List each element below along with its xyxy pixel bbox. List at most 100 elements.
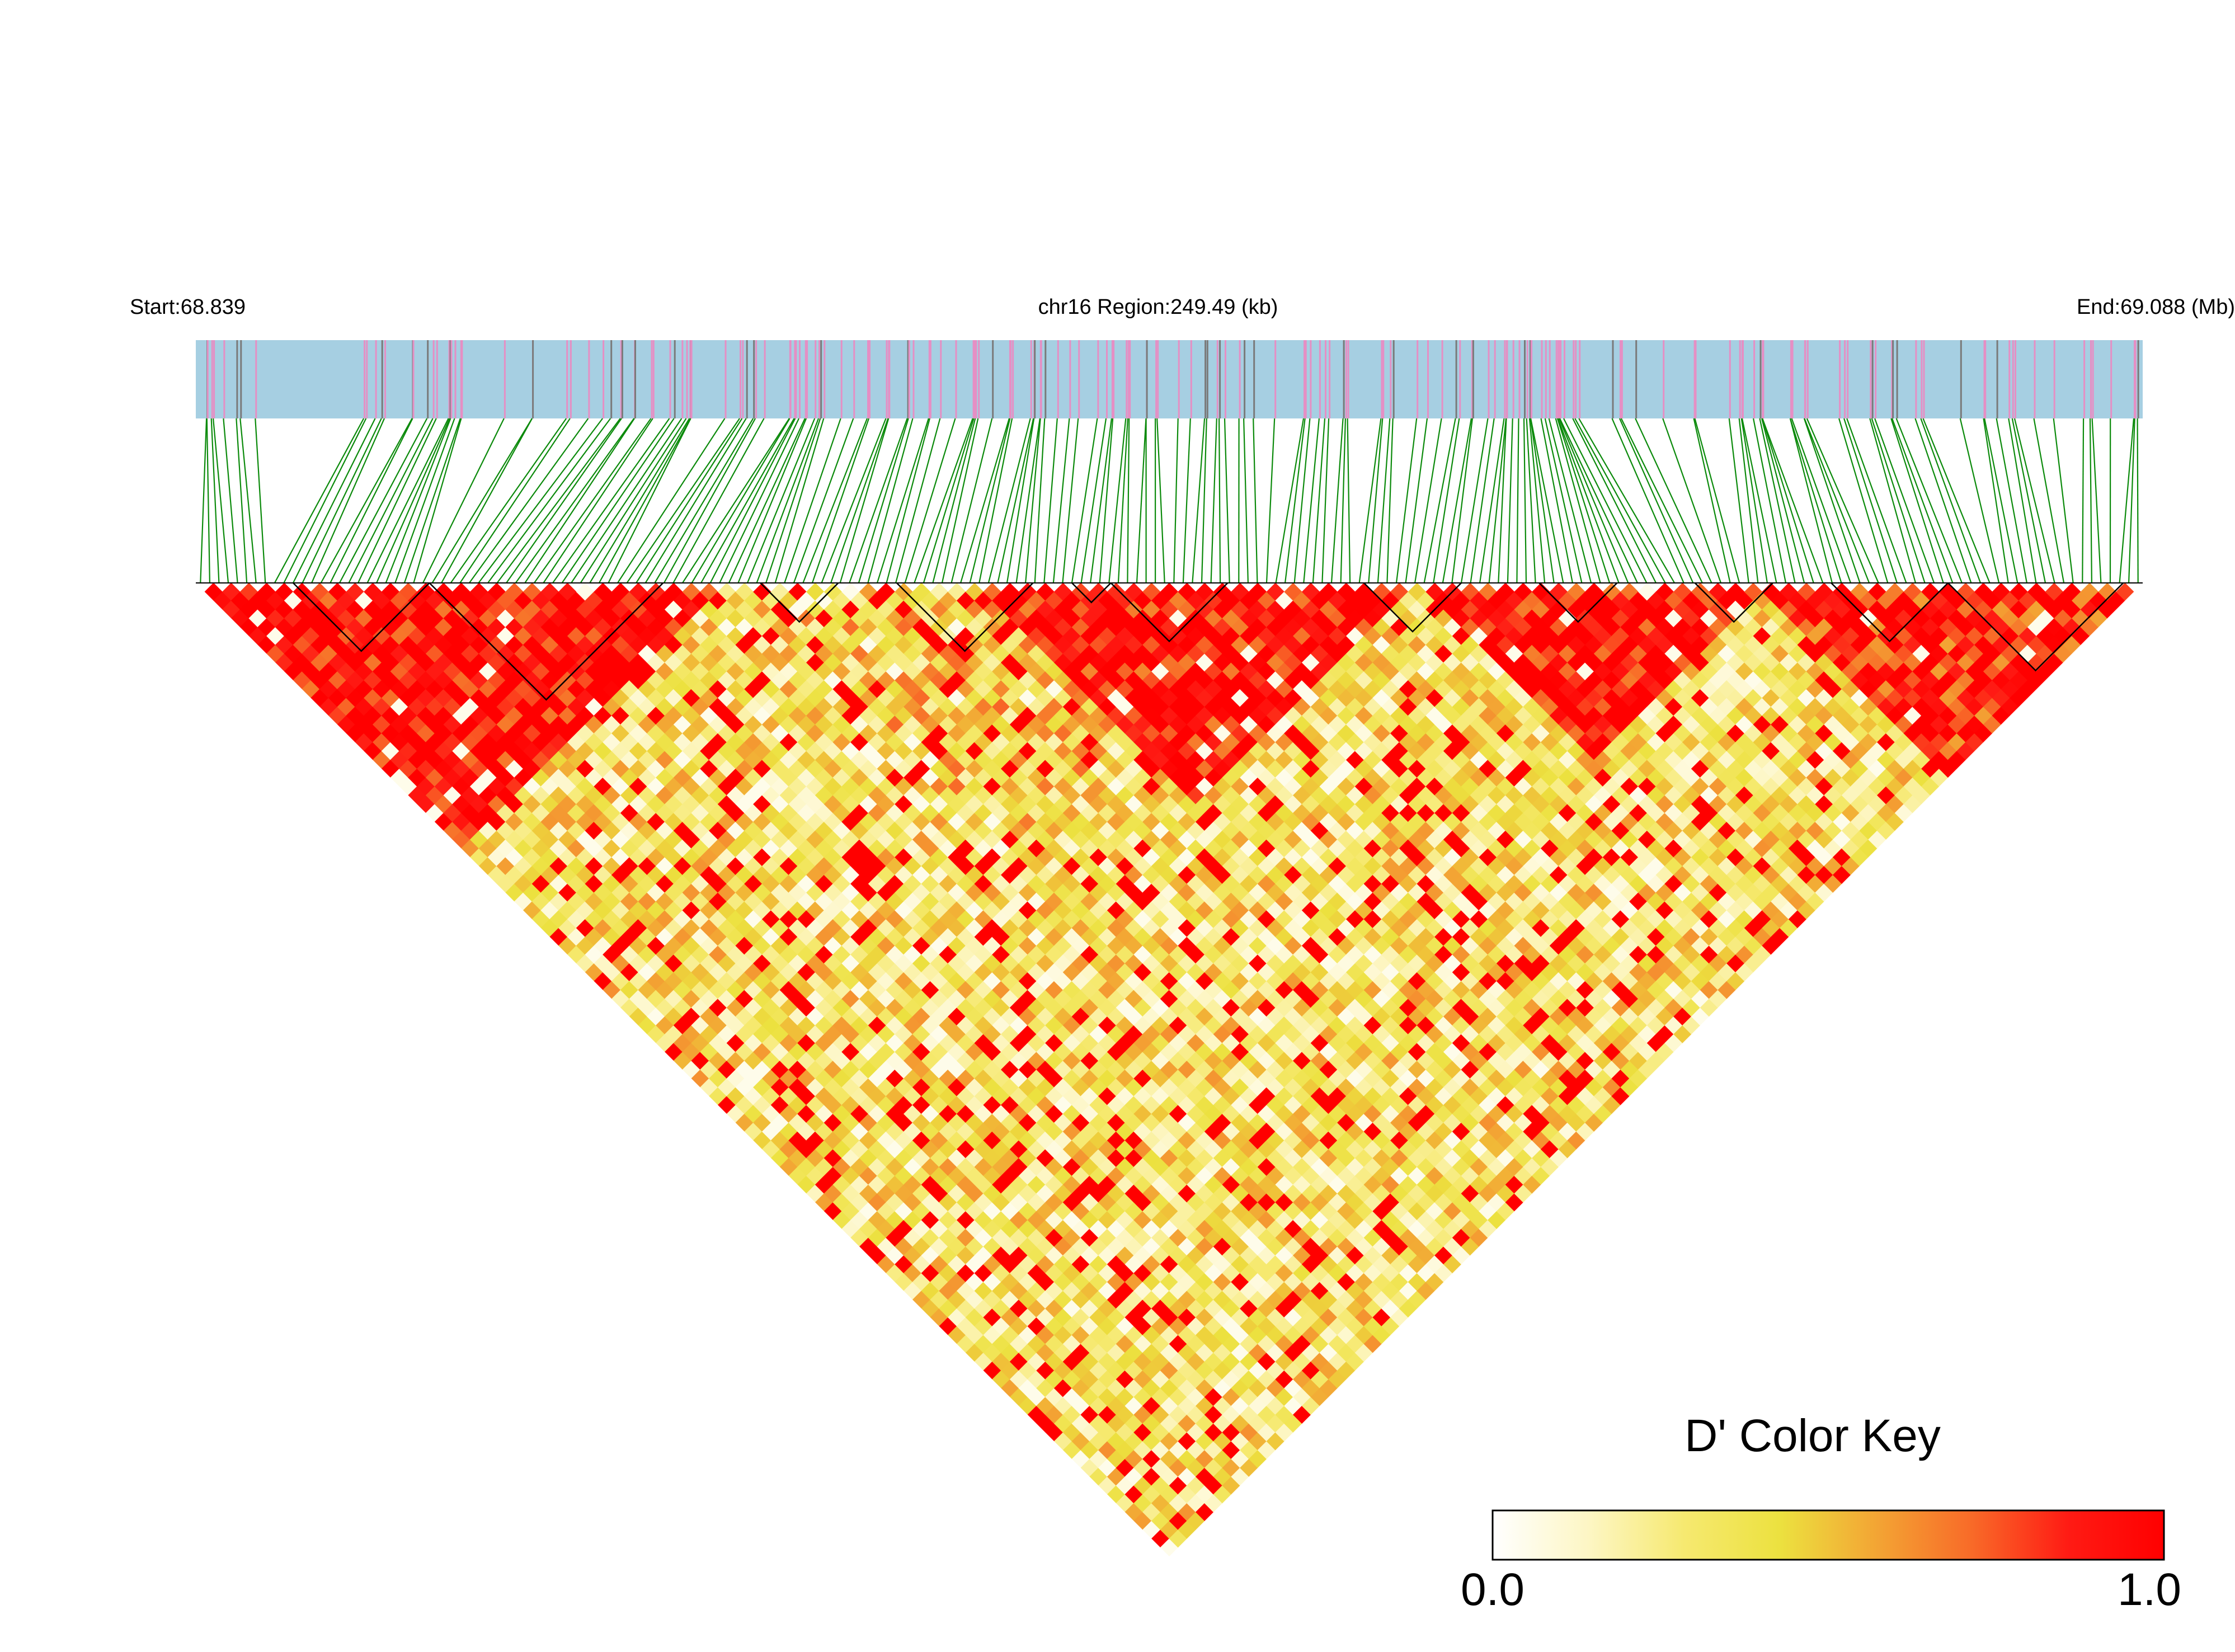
snp-marker [1244,340,1246,418]
snp-connector [1693,418,1731,583]
snp-connector [941,418,979,583]
snp-connector [626,418,740,583]
snp-marker [1791,340,1794,418]
snp-marker [669,340,671,418]
snp-connector [1156,418,1165,583]
snp-connector [1530,418,1555,583]
snp-marker [888,340,891,418]
snp-marker [1891,340,1893,418]
snp-marker [907,340,909,418]
snp-connector [960,418,1010,583]
snp-marker [2092,340,2094,418]
snp-marker [1560,340,1562,418]
snp-marker [2034,340,2036,418]
snp-connector [876,418,929,583]
snp-marker [570,340,572,418]
snp-connector [904,418,956,583]
snp-connector [1871,418,1926,583]
snp-connector [987,418,1031,583]
snp-connector [1555,418,1601,583]
snp-connector [1433,418,1460,583]
snp-connector [849,418,908,583]
snp-marker [1518,340,1521,418]
snp-marker [973,340,976,418]
snp-connector [1034,418,1046,583]
snp-marker [1506,340,1508,418]
snp-marker [236,340,238,418]
snp-connector [1006,418,1035,583]
snp-marker [1382,340,1385,418]
snp-connector [644,418,747,583]
snp-marker [1923,340,1925,418]
snp-marker [1621,340,1623,418]
snp-connector [478,418,603,583]
snp-marker [1804,340,1806,418]
snp-marker [1459,340,1461,418]
snp-marker [532,340,534,418]
snp-marker [794,340,796,418]
snp-connector [1479,418,1505,583]
snp-marker [454,340,457,418]
snp-connector [1761,418,1805,583]
snp-connector [1635,418,1712,583]
snp-connector [654,418,754,583]
snp-marker [1310,340,1312,418]
snp-marker [223,340,225,418]
snp-marker [1040,340,1042,418]
snp-marker [1984,340,1987,418]
snp-marker [1034,340,1036,418]
snp-connector [1470,418,1495,583]
snp-connector [1694,418,1740,583]
snp-marker [1871,340,1874,418]
snp-marker [2008,340,2011,418]
snp-connector [1740,418,1768,583]
snp-marker [375,340,377,418]
snp-marker [450,340,453,418]
snp-connector [1874,418,1935,583]
snp-marker [1381,340,1383,418]
snp-connector [413,418,462,583]
snp-marker [975,340,977,418]
snp-connector [672,418,765,583]
snp-marker [620,340,622,418]
snp-connector [765,418,821,583]
snp-connector [1789,418,1842,583]
snp-connector [330,418,413,583]
snp-marker [867,340,869,418]
snp-connector [1558,418,1629,583]
snp-marker [1541,340,1543,418]
snp-connector [1983,418,2009,583]
snp-marker [886,340,888,418]
snp-connector [561,418,675,583]
snp-connector [293,418,376,583]
snp-marker [432,340,435,418]
snp-connector [1488,418,1507,583]
snp-connector [1530,418,1564,583]
snp-connector [978,418,1013,583]
snp-marker [566,340,568,418]
snp-connector [1423,418,1456,583]
snp-connector [1578,418,1676,583]
snp-connector [431,418,533,583]
snp-connector [1182,418,1191,583]
snp-connector [737,418,807,583]
snp-marker [746,340,748,418]
snp-marker [755,340,757,418]
snp-connector [886,418,930,583]
snp-marker [824,340,826,418]
snp-connector [376,418,450,583]
snp-connector [1243,418,1249,583]
snp-marker [1620,340,1621,418]
snp-connector [1959,418,2000,583]
snp-connector [210,418,220,583]
snp-marker [1345,340,1347,418]
snp-connector [515,418,635,583]
snp-connector [1728,418,1749,583]
snp-connector [469,418,589,583]
snp-marker [1347,340,1349,418]
snp-connector [1043,418,1058,583]
snp-connector [802,418,868,583]
snp-connector [236,418,248,583]
snp-connector [394,418,455,583]
snp-marker [815,340,817,418]
